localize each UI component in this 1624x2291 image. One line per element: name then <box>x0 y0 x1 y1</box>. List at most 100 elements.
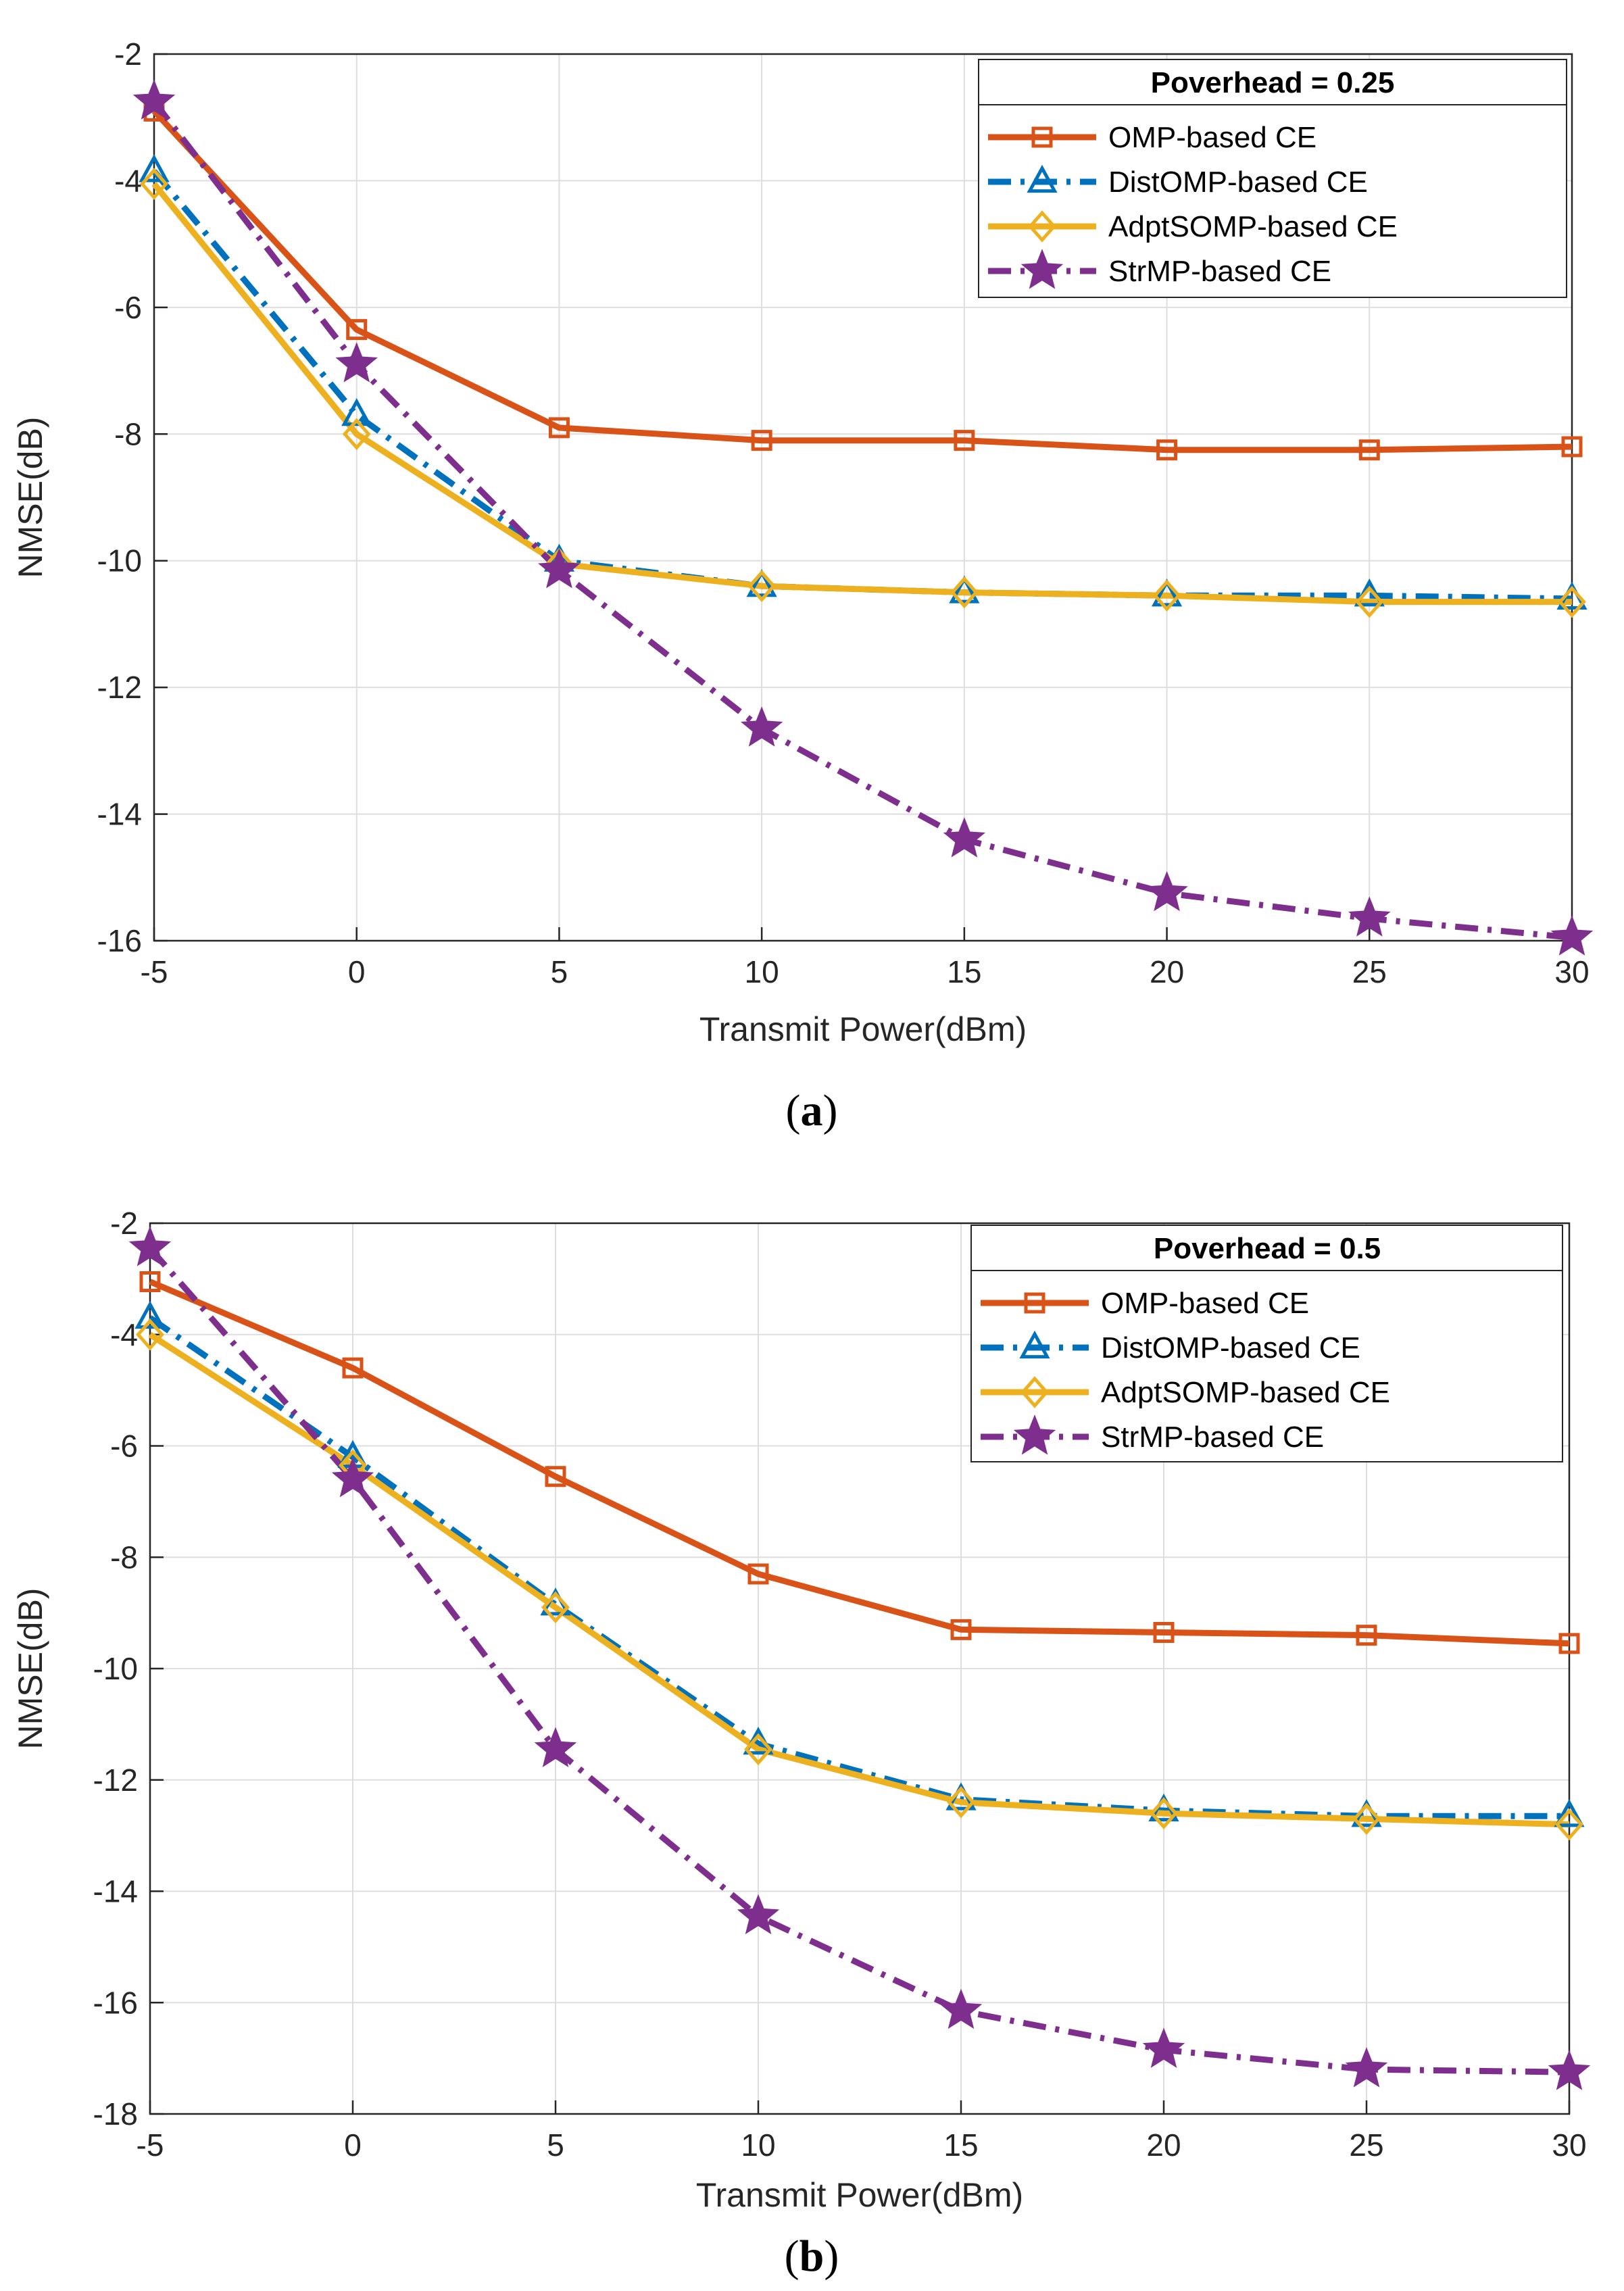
y-tick-labels: -2 -4 -6 -8 -10 -12 -14 -16 <box>97 36 168 958</box>
series-line-omp-based-ce <box>149 1279 1570 1647</box>
series-lines <box>151 99 1573 941</box>
data-point-star <box>1146 870 1188 912</box>
x-tick-label: -5 <box>141 954 168 989</box>
legend-marker-diamond <box>1020 1376 1049 1408</box>
y-axis-label: NMSE(dB) <box>11 417 49 578</box>
data-point-square <box>950 1619 972 1640</box>
y-tick-label: -10 <box>93 1651 138 1686</box>
x-tick-label: 10 <box>745 954 779 989</box>
legend-label: AdptSOMP-based CE <box>1101 1376 1390 1409</box>
legend-marker-square <box>1024 1292 1045 1314</box>
data-point-star <box>132 79 176 120</box>
data-point-triangle <box>949 575 980 603</box>
data-point-star <box>1142 2027 1185 2068</box>
legend-label: DistOMP-based CE <box>1108 166 1368 199</box>
x-tick-label: 20 <box>1150 954 1184 989</box>
legend-label: OMP-based CE <box>1101 1287 1309 1320</box>
data-point-star <box>1550 915 1594 956</box>
data-point-diamond <box>744 1733 772 1766</box>
caption-open-paren: ( <box>785 2232 799 2281</box>
series-line-strmp-based-ce <box>147 1246 1570 2075</box>
x-tick-label: 10 <box>741 2127 775 2163</box>
data-point-diamond <box>947 1785 975 1819</box>
legend-label: StrMP-based CE <box>1101 1421 1324 1454</box>
data-point-square <box>751 430 772 451</box>
data-point-square <box>1561 436 1583 458</box>
series-markers <box>128 1226 1591 2090</box>
chart-a-svg: -5 0 5 10 15 20 25 30 -2 -4 -6 -8 -10 -12 -14 -16 Tran… <box>11 36 1594 1135</box>
x-tick-label: 30 <box>1552 2127 1586 2163</box>
x-tick-label: 5 <box>551 954 568 989</box>
legend-marker-star <box>1020 249 1064 289</box>
data-point-star <box>1548 2050 1591 2090</box>
data-point-square <box>1356 1625 1377 1646</box>
data-point-star <box>335 342 378 383</box>
x-axis-label: Transmit Power(dBm) <box>699 1010 1027 1048</box>
legend-entries: OMP-based CE DistOMP-based CE AdptSOMP-bas… <box>988 121 1398 289</box>
series-line-adptsomp-based-ce <box>148 1332 1570 1828</box>
legend-marker-diamond <box>1028 210 1056 243</box>
legend-box <box>970 1225 1563 1462</box>
data-point-square <box>346 319 368 341</box>
x-tick-labels: -5 0 5 10 15 20 25 30 <box>137 2100 1587 2163</box>
y-tick-label: -4 <box>114 163 142 198</box>
series-lines <box>147 1246 1570 2075</box>
data-point-star <box>1345 2047 1388 2088</box>
data-point-diamond <box>342 418 371 451</box>
series-line-strmp-based-ce <box>151 99 1573 941</box>
legend-title: Poverhead = 0.25 <box>1151 66 1395 99</box>
legend-title: Poverhead = 0.5 <box>1154 1232 1381 1265</box>
caption-letter: a <box>801 1086 823 1135</box>
y-tick-label: -8 <box>110 1539 138 1575</box>
data-point-diamond <box>1555 1808 1583 1841</box>
chart-b-svg: -5 0 5 10 15 20 25 30 -2 -4 -6 -8 -10 -12 -14 -16 -18 T… <box>11 1206 1591 2281</box>
y-tick-label: -16 <box>97 923 142 958</box>
data-point-star <box>538 547 581 589</box>
series-markers <box>132 79 1594 956</box>
legend: Poverhead = 0.5 OMP-based CE DistOMP-base… <box>970 1225 1563 1462</box>
y-axis-label: NMSE(dB) <box>11 1588 49 1750</box>
data-point-diamond <box>1558 585 1586 618</box>
data-point-diamond <box>541 1591 570 1624</box>
data-point-diamond <box>1352 1802 1381 1836</box>
data-point-diamond <box>1152 579 1181 612</box>
x-tick-label: 30 <box>1554 954 1589 989</box>
legend: Poverhead = 0.25 OMP-based CE DistOMP-bas… <box>978 59 1567 298</box>
x-tick-label: 15 <box>943 2127 978 2163</box>
figure-caption: (b) <box>785 2232 839 2281</box>
legend-marker-star <box>1013 1414 1056 1455</box>
figure-a: -5 0 5 10 15 20 25 30 -2 -4 -6 -8 -10 -12 -14 -16 Tran… <box>11 36 1594 1135</box>
x-tick-label: 0 <box>344 2127 362 2163</box>
y-tick-label: -8 <box>114 416 142 451</box>
x-tick-label: 15 <box>947 954 981 989</box>
legend-box <box>978 59 1567 298</box>
data-point-square <box>747 1563 769 1585</box>
legend-label: DistOMP-based CE <box>1101 1331 1360 1364</box>
legend-marker-triangle <box>1019 1330 1050 1359</box>
data-point-diamond <box>140 168 168 200</box>
data-point-diamond <box>950 576 979 609</box>
plot-frame <box>153 53 1573 942</box>
y-tick-label: -18 <box>93 2096 138 2132</box>
data-point-diamond <box>1355 585 1384 618</box>
legend-label: AdptSOMP-based CE <box>1108 210 1398 243</box>
data-point-square <box>545 1466 566 1487</box>
figure-b: -5 0 5 10 15 20 25 30 -2 -4 -6 -8 -10 -12 -14 -16 -18 T… <box>0 1146 1624 2291</box>
data-point-diamond <box>1150 1797 1178 1829</box>
y-tick-label: -10 <box>97 543 142 578</box>
series-line-distomp-based-ce <box>148 1315 1569 1819</box>
y-tick-label: -14 <box>93 1874 138 1909</box>
y-tick-label: -2 <box>110 1206 138 1241</box>
data-point-triangle <box>341 397 372 426</box>
caption-open-paren: ( <box>786 1086 801 1135</box>
data-point-star <box>128 1226 172 1266</box>
x-axis-label: Transmit Power(dBm) <box>696 2176 1023 2214</box>
legend-label: OMP-based CE <box>1108 121 1317 154</box>
series-line-omp-based-ce <box>151 109 1573 453</box>
data-point-star <box>740 706 783 747</box>
series-line-distomp-based-ce <box>151 169 1573 602</box>
data-point-star <box>1348 896 1391 937</box>
x-tick-label: 0 <box>348 954 366 989</box>
x-tick-labels: -5 0 5 10 15 20 25 30 <box>141 927 1590 989</box>
x-tick-label: 25 <box>1352 954 1387 989</box>
